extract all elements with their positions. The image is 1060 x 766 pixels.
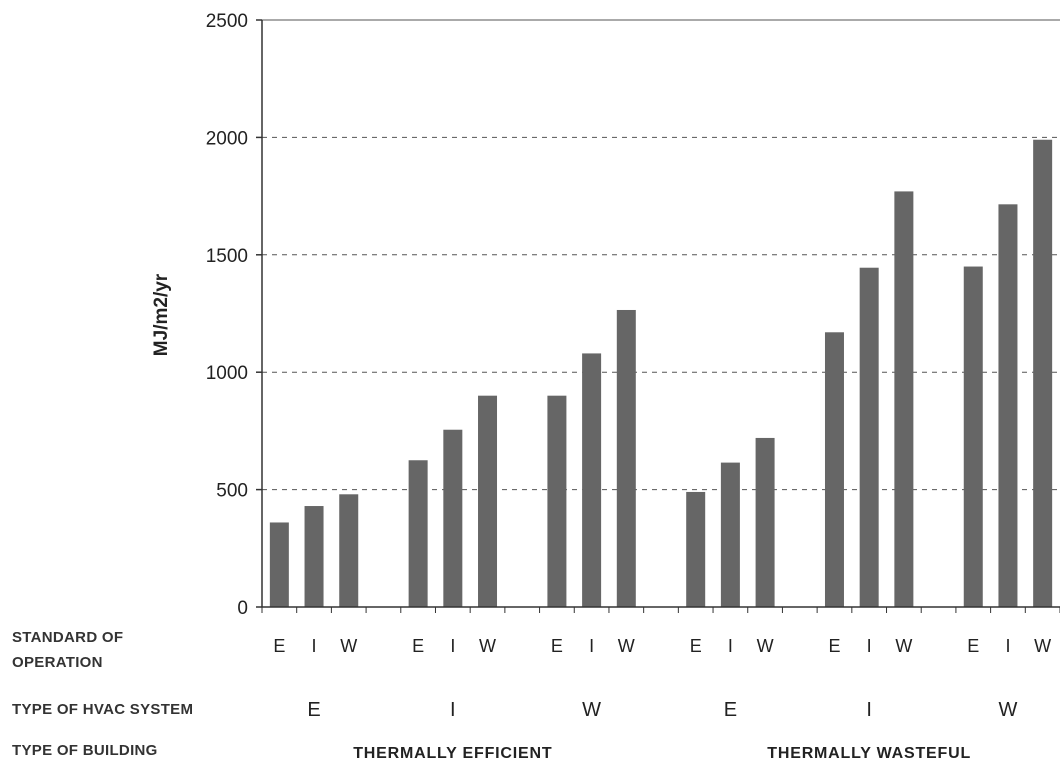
category-label: I [589, 636, 594, 656]
category-label: W [479, 636, 496, 656]
bar [269, 522, 289, 607]
row-label-standard-line1: STANDARD OF [12, 629, 123, 646]
bar [339, 494, 359, 607]
bar [824, 332, 844, 607]
hvac-group-label: E [307, 699, 320, 721]
hvac-group-label: W [582, 699, 601, 721]
axes [256, 19, 1060, 613]
category-label: W [757, 636, 774, 656]
row-label-standard-line2: OPERATION [12, 654, 103, 671]
building-group-label: THERMALLY EFFICIENT [353, 745, 552, 762]
bar [998, 204, 1018, 607]
category-label: I [312, 636, 317, 656]
category-label: W [340, 636, 357, 656]
y-tick-label: 500 [216, 481, 248, 502]
gridlines [262, 19, 1060, 491]
hvac-group-label: E [724, 699, 737, 721]
bar [894, 191, 914, 608]
y-tick-label: 2000 [206, 128, 248, 149]
bar [963, 266, 983, 607]
bar [547, 395, 567, 607]
bar [1033, 139, 1053, 608]
bar [304, 506, 324, 607]
category-label: I [867, 636, 872, 656]
bar [720, 462, 740, 607]
hvac-group-label: I [450, 699, 456, 721]
category-label: W [1034, 636, 1051, 656]
bars [269, 139, 1053, 608]
hvac-group-label: I [866, 699, 872, 721]
category-label: I [1005, 636, 1010, 656]
bar [582, 353, 602, 607]
row-label-hvac: TYPE OF HVAC SYSTEM [12, 701, 193, 718]
building-labels: THERMALLY EFFICIENT THERMALLY WASTEFUL [353, 745, 971, 762]
bar [755, 437, 775, 607]
building-group-label: THERMALLY WASTEFUL [767, 745, 971, 762]
category-label: E [690, 636, 702, 656]
category-label: E [967, 636, 979, 656]
category-label: W [618, 636, 635, 656]
y-tick-label: 2500 [206, 11, 248, 32]
row-label-building: TYPE OF BUILDING [12, 742, 158, 759]
bar [408, 460, 428, 607]
category-label: I [728, 636, 733, 656]
bar [443, 429, 463, 607]
hvac-group-label: W [999, 699, 1018, 721]
category-label: W [895, 636, 912, 656]
bar [478, 395, 498, 607]
category-label: E [273, 636, 285, 656]
row-labels: STANDARD OF OPERATION TYPE OF HVAC SYSTE… [12, 629, 193, 759]
y-tick-labels: 0 500 1000 1500 2000 2500 [206, 11, 248, 619]
y-tick-label: 0 [237, 598, 248, 619]
category-label: E [828, 636, 840, 656]
y-tick-label: 1000 [206, 363, 248, 384]
category-label: E [551, 636, 563, 656]
bar [859, 267, 879, 607]
y-axis-label: MJ/m2/yr [151, 273, 172, 356]
y-tick-label: 1500 [206, 246, 248, 267]
bar [686, 491, 706, 607]
bar [616, 309, 636, 607]
category-label: I [450, 636, 455, 656]
category-label: E [412, 636, 424, 656]
